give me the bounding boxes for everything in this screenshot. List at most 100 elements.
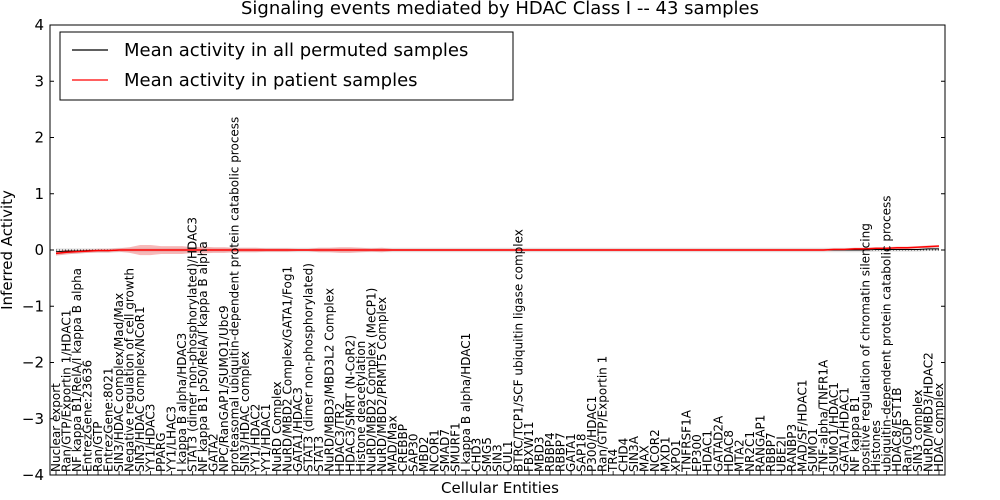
category-label: SIN3/HDAC complex/Mad/Max — [112, 293, 126, 472]
category-label: GATA1 — [564, 433, 578, 472]
category-label: UBE2I — [774, 436, 788, 472]
x-axis-label: Cellular Entities — [441, 479, 559, 497]
category-label: NuRD/MBD2 Complex (MeCP1) — [364, 288, 378, 472]
category-label: STAT3 — [312, 436, 326, 472]
category-label: SIN3 — [491, 444, 505, 472]
category-label: HDAC8 — [722, 430, 736, 472]
y-tick-label: −2 — [22, 354, 44, 372]
category-label: STAT3 (dimer non-phosphorylated)/HDAC3 — [186, 217, 200, 472]
category-label: MAX — [638, 445, 652, 472]
category-label: GATA1/HDAC3 — [291, 387, 305, 472]
category-label: HDAC1 — [701, 430, 715, 472]
legend-box — [59, 31, 514, 101]
category-label: YY1/LHAC3 — [165, 406, 179, 473]
category-label: TNF-alpha/TNFR1A — [816, 359, 830, 473]
category-label: RANGAP1 — [753, 415, 767, 472]
chart-title: Signaling events mediated by HDAC Class … — [241, 0, 759, 19]
category-label: TNFRSF1A — [680, 409, 694, 473]
category-label: RBBP4 — [543, 432, 557, 472]
category-label: MTA2 — [732, 439, 746, 472]
category-label: RANBP3 — [785, 424, 799, 472]
category-label: SMURF1 — [448, 422, 462, 472]
category-label: Negative regulation of cell growth — [123, 268, 137, 472]
category-label: Ran/GTP — [91, 421, 105, 472]
category-label: HDAC3/TR2 — [333, 403, 347, 472]
category-label: EntrezGene:8021 — [102, 368, 116, 473]
series-lines — [55, 245, 940, 255]
category-label: NF kappa B1/RelA/I kappa B alpha — [70, 268, 84, 472]
category-label: SIN3/HDAC complex — [238, 351, 252, 472]
category-label: I kappa B alpha/HDAC1 — [459, 333, 473, 472]
category-label: TR4 — [606, 449, 620, 473]
legend-label-permuted: Mean activity in all permuted samples — [124, 40, 468, 61]
category-label: SIN3A — [627, 435, 641, 472]
category-label: Ran/GTP/Exportin 1 — [596, 356, 610, 472]
category-label: Histones — [869, 420, 883, 472]
category-label: Histone deacetylation — [354, 341, 368, 472]
category-label: GATA2 — [207, 433, 221, 472]
category-label: MBD3 — [533, 437, 547, 472]
category-label: MAD/Max — [385, 415, 399, 472]
category-label: I kappa B alpha/HDAC3 — [175, 333, 189, 472]
category-label: Ran/GTP/Exportin 1/HDAC1 — [60, 310, 74, 472]
category-label: EP300 — [690, 434, 704, 472]
category-label: HDAC complex — [932, 383, 946, 472]
category-label: GATA1/HDAC1 — [837, 387, 851, 472]
category-label: HDAC8/EST1B — [890, 387, 904, 472]
category-label: MAD/SF/HDAC1 — [795, 380, 809, 472]
category-label: FBXW11 — [522, 422, 536, 473]
category-label: SAP30 — [406, 433, 420, 472]
category-label: NuRD Complex — [270, 381, 284, 472]
y-tick-label: 0 — [34, 241, 44, 259]
category-label: GATAD2A — [711, 415, 725, 472]
category-label: YY1/HDAC3 — [144, 404, 158, 473]
category-label: SAP18 — [575, 433, 589, 472]
category-label: Nuclear export — [49, 383, 63, 472]
legend: Mean activity in all permuted samples Me… — [59, 31, 514, 101]
category-label: SMAD7 — [438, 429, 452, 472]
category-label: PPARG — [154, 432, 168, 472]
category-label: positive regulation of chromatin silenci… — [858, 223, 872, 472]
category-label: RBBP7 — [764, 432, 778, 472]
category-label: STAT3 (dimer non-phosphorylated) — [301, 263, 315, 472]
category-label: Ran/GDP — [900, 419, 914, 472]
category-label: NuRD/MBD2/PRMT5 Complex — [375, 297, 389, 472]
y-tick-label: 1 — [34, 185, 44, 203]
category-label: YY1/HDAC2 — [249, 404, 263, 473]
category-label: NR2C1 — [743, 431, 757, 472]
category-label: EntrezGene:23636 — [81, 360, 95, 472]
y-tick-label: 4 — [34, 16, 44, 34]
category-label: NF kappa B1 — [848, 396, 862, 472]
legend-label-patient: Mean activity in patient samples — [124, 70, 418, 91]
category-label: BTRC/TCP1/SCF ubiquitin ligase complex — [512, 229, 526, 472]
category-label: NuRD/MBD3/MBD3L2 Complex — [322, 288, 336, 472]
category-label: XPO1 — [669, 439, 683, 472]
category-label: P300/HDAC1 — [585, 396, 599, 472]
category-label: ubiquitin-dependent protein catabolic pr… — [879, 196, 893, 472]
category-label: NCOR2 — [648, 429, 662, 472]
category-label: CREBBP — [396, 424, 410, 472]
category-label: CHD4 — [617, 438, 631, 472]
y-axis-label: Inferred Activity — [0, 190, 16, 310]
category-label: HDAC3/SMRT (N-CoR2) — [343, 335, 357, 472]
category-label: MXD1 — [659, 437, 673, 472]
category-label: NuRD/MBD3/HDAC2 — [921, 352, 935, 472]
category-label: SIN3 complex — [911, 390, 925, 472]
category-label: YY1/HDAC1 — [259, 404, 273, 473]
category-label: CUL1 — [501, 441, 515, 472]
y-tick-label: −1 — [22, 297, 44, 315]
category-label: SMG5 — [480, 437, 494, 472]
y-tick-label: −3 — [22, 410, 44, 428]
category-label: NPC/RanGAP1/SUMO1/Ubc9 — [217, 305, 231, 472]
category-label: SIN3/HDAC complex/NCoR1 — [133, 306, 147, 472]
category-label: NF kappa B1 p50/RelA/I kappa B alpha — [196, 241, 210, 472]
category-label: SUMO1/HDAC1 — [827, 382, 841, 472]
category-label: NuRD/MBD2 Complex/GATA1/Fog1 — [280, 266, 294, 472]
category-label: NCOR1 — [427, 429, 441, 472]
y-tick-label: 2 — [34, 129, 44, 147]
axes: 4 3 2 1 0 −1 −2 −3 −4 — [22, 16, 946, 484]
category-label: MBD2 — [417, 437, 431, 472]
category-label: CHD3 — [469, 438, 483, 472]
